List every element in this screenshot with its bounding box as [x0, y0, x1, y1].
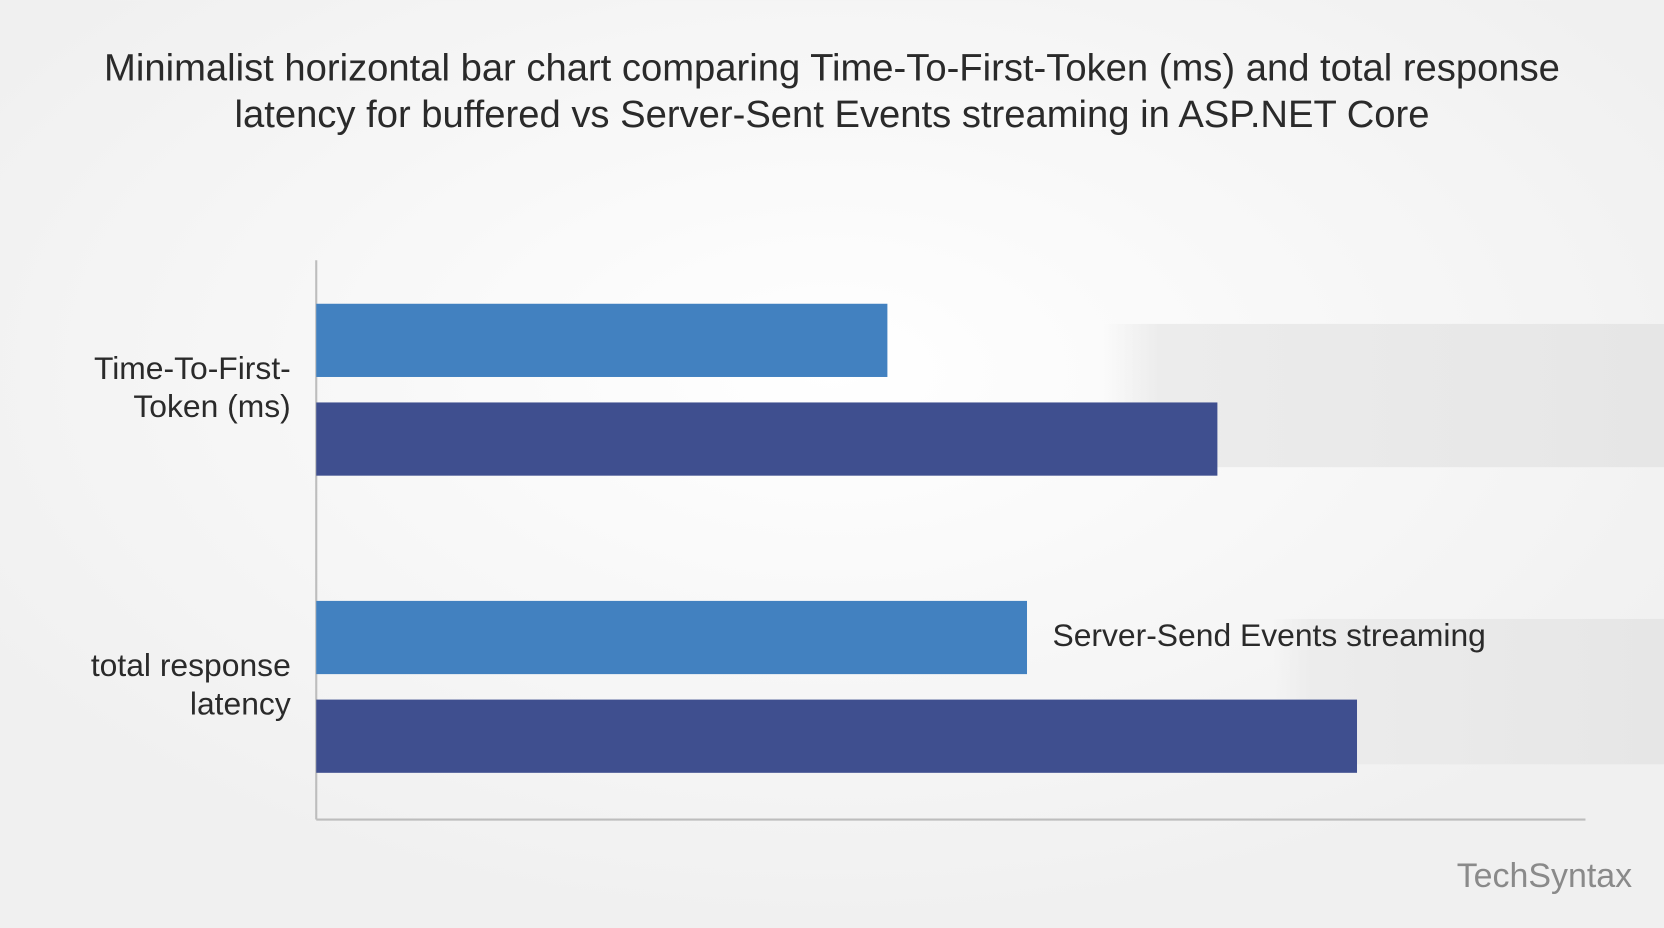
chart-title: latency for buffered vs Server-Sent Even…: [235, 93, 1430, 136]
bar: [316, 699, 1358, 773]
y-tick-label: Time-To-First-: [94, 350, 291, 386]
y-tick-label: Token (ms): [133, 388, 290, 424]
bar: [316, 402, 1218, 476]
y-tick-label: total response: [91, 647, 291, 683]
y-tick-label: latency: [190, 685, 291, 721]
watermark: TechSyntax: [1457, 857, 1632, 895]
legend-label: Server-Send Events streaming: [1052, 617, 1485, 653]
bar: [316, 600, 1028, 675]
bar: [316, 303, 888, 377]
chart-title: Minimalist horizontal bar chart comparin…: [104, 46, 1560, 89]
